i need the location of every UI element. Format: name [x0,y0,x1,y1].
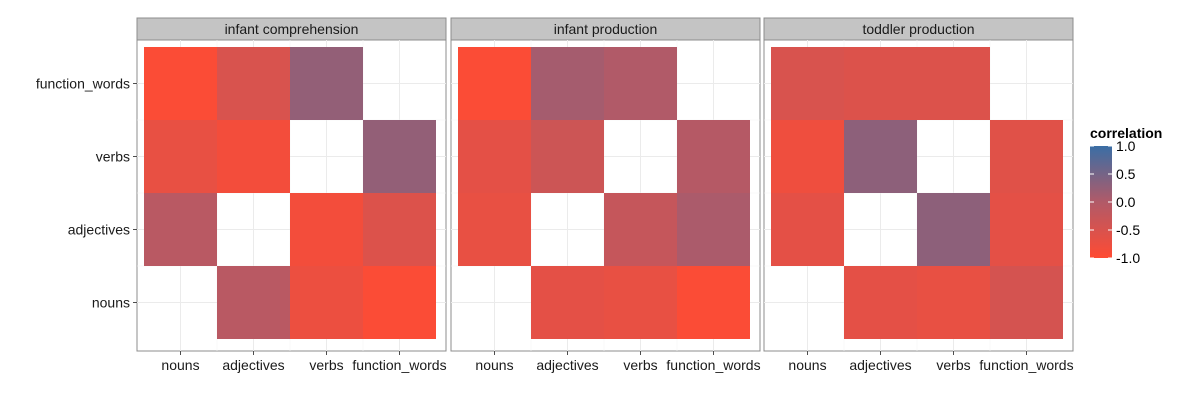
legend-colorbar [1090,146,1112,258]
y-tick-label: verbs [96,149,130,165]
heatmap-tile [458,120,531,193]
x-tick-label: adjectives [536,357,598,373]
heatmap-tile [363,193,436,266]
heatmap-tile [144,47,217,120]
heatmap-tile [917,266,990,339]
legend-tick-label: -1.0 [1116,250,1140,266]
facet-strip-label: toddler production [862,21,974,37]
x-tick-label: function_words [979,357,1073,373]
heatmap-tile [290,193,363,266]
heatmap-tile [677,266,750,339]
heatmap-tile [144,120,217,193]
heatmap-tile [217,120,290,193]
x-tick-label: verbs [936,357,970,373]
heatmap-tile [144,193,217,266]
heatmap-tile [290,266,363,339]
heatmap-tile [217,47,290,120]
heatmap-tile [290,47,363,120]
heatmap-tile [531,120,604,193]
x-tick-label: adjectives [849,357,911,373]
heatmap-tile [363,120,436,193]
heatmap-tile [917,47,990,120]
x-tick-label: verbs [309,357,343,373]
y-tick-label: function_words [36,76,130,92]
heatmap-tile [771,47,844,120]
legend-tick-label: 1.0 [1116,138,1136,154]
heatmap-tile [458,47,531,120]
heatmap-tile [844,266,917,339]
legend-tick-label: 0.5 [1116,166,1136,182]
heatmap-tile [771,193,844,266]
heatmap-tile [990,120,1063,193]
x-tick-label: function_words [666,357,760,373]
y-axis: nouns adjectives verbs function_words [36,76,137,311]
y-tick-label: adjectives [68,222,130,238]
heatmap-tile [458,193,531,266]
facet-panels: infant comprehension nouns adjectives verbs… [136,17,1074,373]
x-tick-label: nouns [161,357,199,373]
x-tick-label: function_words [352,357,446,373]
heatmap-tile [531,266,604,339]
heatmap-tile [917,193,990,266]
heatmap-tile [844,120,917,193]
heatmap-tile [217,266,290,339]
facet-panel: toddler production nouns adjectives verbs fu… [763,17,1074,373]
x-tick-label: nouns [788,357,826,373]
legend-title: correlation [1090,125,1162,141]
heatmap-tile [677,193,750,266]
heatmap-tile [844,47,917,120]
heatmap-tile [990,193,1063,266]
legend: correlation 1.0 0.5 0.0 -0.5 -1.0 [1090,125,1162,266]
legend-tick-label: -0.5 [1116,222,1140,238]
heatmap-tile [604,266,677,339]
x-tick-label: nouns [475,357,513,373]
heatmap-tile [677,120,750,193]
heatmap-tile [990,266,1063,339]
facet-panel: infant production nouns adjectives verbs fun… [450,17,761,373]
heatmap-tile [604,47,677,120]
facet-strip-label: infant comprehension [225,21,359,37]
heatmap-tile [531,47,604,120]
heatmap-tile [771,120,844,193]
x-tick-label: adjectives [222,357,284,373]
facet-panel: infant comprehension nouns adjectives verbs… [136,17,447,373]
x-tick-label: verbs [623,357,657,373]
y-tick-label: nouns [92,295,130,311]
heatmap-tile [363,266,436,339]
legend-tick-label: 0.0 [1116,194,1136,210]
facet-strip-label: infant production [554,21,658,37]
heatmap-tile [604,193,677,266]
legend-ticks: 1.0 0.5 0.0 -0.5 -1.0 [1090,138,1140,266]
